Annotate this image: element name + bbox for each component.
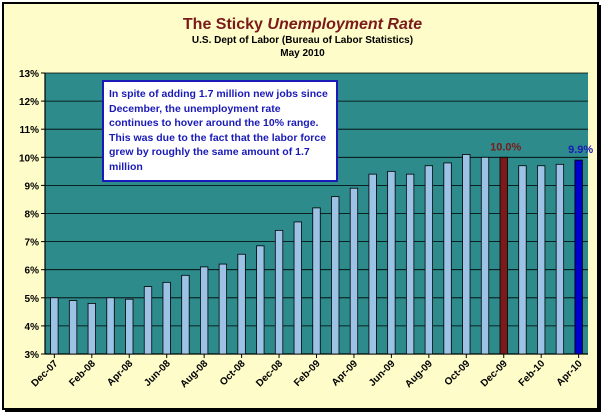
bar: [480, 156, 490, 355]
bar: [218, 263, 228, 355]
chart-title: The Sticky Unemployment Rate: [4, 16, 601, 34]
x-tick-label: Oct-08: [218, 358, 248, 388]
x-tick-label: Jun-09: [367, 358, 398, 389]
bar: [293, 221, 302, 355]
bar: [181, 274, 190, 355]
bar: [256, 245, 265, 355]
chart-title-part2: Unemployment Rate: [267, 16, 423, 33]
annotation-box: In spite of adding 1.7 million new jobs …: [102, 80, 338, 182]
data-label: 9.9%: [568, 144, 593, 156]
x-tick-label: Aug-08: [179, 358, 211, 390]
bar: [368, 173, 377, 355]
bar: [537, 165, 546, 355]
y-tick-label: 7%: [25, 238, 40, 249]
x-tick-label: Dec-07: [30, 358, 61, 389]
x-tick-label: Dec-08: [254, 358, 285, 389]
chart-subtitle-source: U.S. Dept of Labor (Bureau of Labor Stat…: [191, 35, 414, 46]
bar: [106, 297, 115, 355]
y-tick-label: 4%: [25, 322, 40, 333]
x-tick-label: Apr-10: [555, 358, 585, 388]
bar: [518, 165, 527, 355]
bar: [574, 159, 583, 355]
y-tick-label: 10%: [19, 153, 39, 164]
chart-subtitle-date: May 2010: [280, 48, 325, 59]
bar: [312, 207, 321, 355]
bar: [331, 196, 340, 355]
bar: [349, 187, 359, 355]
y-tick-label: 5%: [25, 294, 40, 305]
bar: [499, 156, 508, 355]
y-tick-label: 11%: [20, 125, 40, 136]
y-tick-label: 6%: [25, 266, 40, 277]
bar: [462, 154, 471, 355]
bar: [387, 170, 396, 355]
y-tick-label: 9%: [25, 181, 40, 192]
x-tick-label: Oct-09: [443, 358, 473, 388]
x-tick-label: Feb-08: [67, 358, 98, 389]
x-tick-label: Jun-08: [142, 358, 173, 389]
bar: [50, 297, 59, 355]
y-tick-label: 8%: [25, 210, 40, 221]
title-block: The Sticky Unemployment Rate U.S. Dept o…: [4, 16, 601, 60]
bar: [555, 163, 565, 355]
x-tick-label: Aug-09: [403, 358, 435, 390]
bar: [143, 286, 153, 355]
bar: [162, 281, 171, 355]
x-tick-label: Feb-09: [292, 358, 323, 389]
bar: [68, 300, 78, 355]
x-tick-label: Dec-09: [479, 358, 510, 389]
y-tick-label: 3%: [25, 350, 40, 361]
bar: [405, 173, 415, 355]
bar: [274, 229, 284, 355]
y-tick-label: 12%: [19, 97, 39, 108]
x-tick-label: Feb-10: [517, 358, 548, 389]
chart-title-part1: The Sticky: [182, 16, 268, 33]
y-tick-label: 13%: [19, 69, 39, 80]
data-label: 10.0%: [490, 141, 521, 153]
bar: [87, 303, 96, 355]
bar: [443, 162, 452, 355]
x-tick-label: Apr-09: [330, 358, 360, 388]
x-tick-label: Apr-08: [105, 358, 135, 388]
bar: [125, 298, 134, 355]
bar: [424, 165, 433, 355]
bar: [200, 266, 209, 355]
bar: [237, 253, 246, 355]
